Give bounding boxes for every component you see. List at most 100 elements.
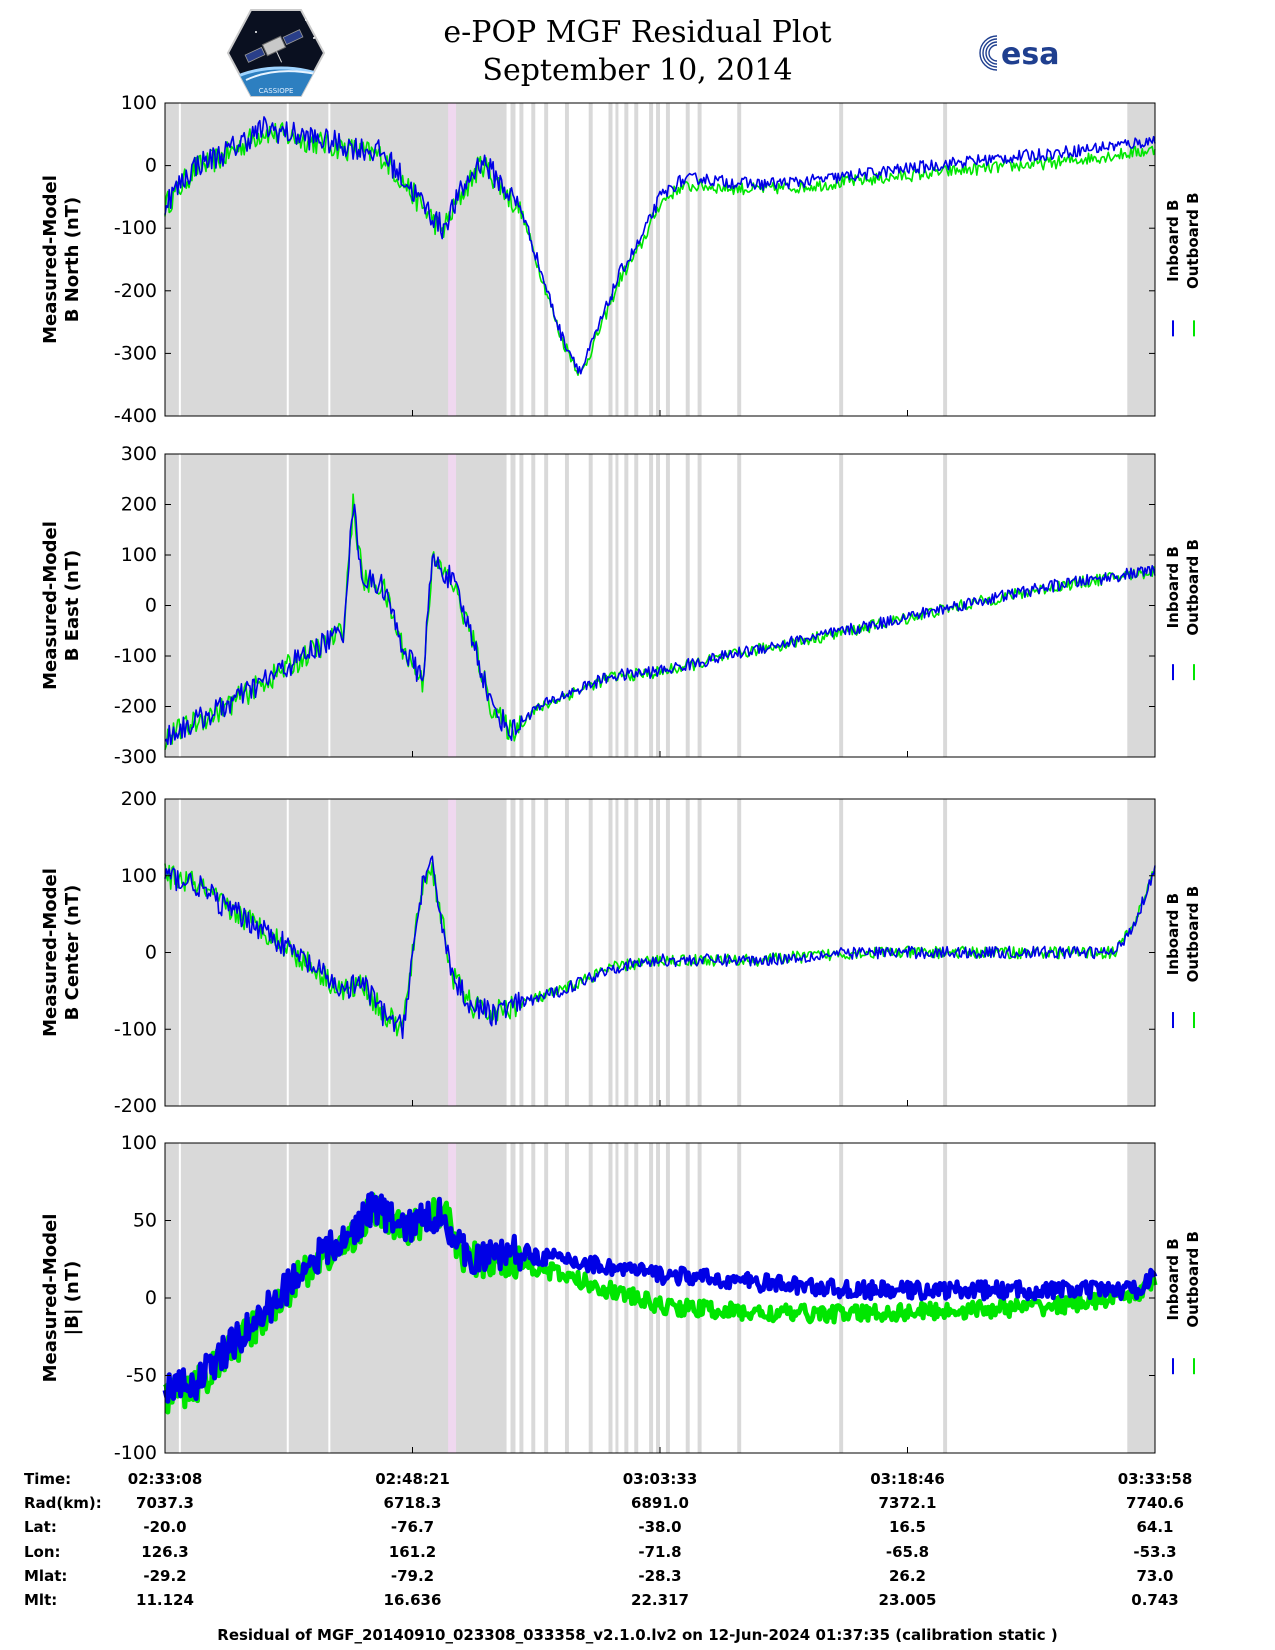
shaded-interval [697, 1143, 702, 1453]
shaded-interval [531, 1143, 536, 1453]
shaded-interval [544, 1143, 549, 1453]
info-cell: 7037.3 [136, 1494, 194, 1513]
info-cell: 64.1 [1136, 1518, 1174, 1537]
y-axis-label-line2: B East (nT) [62, 550, 83, 662]
info-cell: 03:18:46 [870, 1470, 945, 1488]
info-cell: -53.3 [1133, 1542, 1177, 1561]
shaded-interval [737, 103, 742, 416]
legend-outboard-label: Outboard B [1184, 192, 1202, 289]
shaded-interval [615, 454, 619, 757]
inboard-series-line [164, 855, 1156, 1040]
shaded-interval [656, 799, 660, 1106]
y-tick-label: -100 [114, 645, 157, 667]
y-tick-label: 100 [121, 92, 157, 114]
esa-logo-text: esa [1001, 37, 1059, 72]
info-cell: 126.3 [141, 1542, 189, 1561]
y-axis-label-line1: Measured-Model [40, 868, 61, 1037]
y-tick-label: -100 [114, 1018, 157, 1040]
y-axis-label-line1: Measured-Model [40, 1214, 61, 1383]
info-cell: 0.743 [1131, 1591, 1179, 1609]
shaded-interval [588, 454, 593, 757]
logo-left-text: CASSIOPE [259, 87, 294, 95]
info-cell: 02:33:08 [127, 1470, 203, 1488]
info-cell: 03:03:33 [622, 1470, 698, 1488]
shaded-interval [615, 799, 619, 1106]
y-tick-label: 100 [121, 865, 157, 887]
shaded-interval [665, 799, 670, 1106]
shaded-interval [697, 454, 702, 757]
info-row-label: Time: [24, 1470, 72, 1488]
shaded-interval [634, 799, 639, 1106]
info-cell: 73.0 [1136, 1566, 1174, 1585]
shaded-interval [519, 799, 524, 1106]
highlight-interval [448, 103, 457, 416]
shaded-interval [564, 799, 569, 1106]
info-cell: 6891.0 [631, 1494, 689, 1513]
esa-logo: esa [979, 35, 1059, 72]
shaded-interval [656, 454, 660, 757]
shaded-interval [634, 454, 639, 757]
shaded-interval [588, 1143, 593, 1453]
info-row-label: Mlat: [24, 1566, 68, 1585]
y-tick-label: 0 [145, 595, 157, 617]
y-tick-label: 0 [145, 942, 157, 964]
inboard-series-line [164, 116, 1156, 375]
shaded-interval [608, 799, 613, 1106]
info-cell: 03:33:58 [1117, 1470, 1193, 1488]
info-cell: -28.3 [638, 1566, 682, 1585]
shaded-interval [510, 454, 516, 757]
shaded-interval [649, 1143, 654, 1453]
shaded-interval [531, 799, 536, 1106]
shaded-interval [588, 799, 593, 1106]
info-cell: 11.124 [136, 1591, 194, 1609]
legend-inboard-label: Inboard B [1164, 893, 1182, 975]
y-tick-label: 200 [121, 494, 157, 516]
y-tick-label: -200 [114, 280, 157, 302]
shaded-interval [624, 799, 629, 1106]
info-row-label: Mlt: [24, 1591, 58, 1609]
shaded-interval [697, 799, 702, 1106]
shaded-interval [685, 103, 690, 416]
shaded-interval [608, 103, 613, 416]
y-tick-label: -200 [114, 1095, 157, 1117]
info-cell: -65.8 [885, 1542, 930, 1561]
shaded-interval [519, 1143, 524, 1453]
shaded-interval [544, 454, 549, 757]
info-cell: 16.636 [383, 1591, 442, 1609]
shaded-interval [519, 103, 524, 416]
shaded-interval [608, 454, 613, 757]
y-tick-label: -50 [126, 1365, 157, 1387]
y-tick-label: -100 [114, 217, 157, 239]
info-cell: -71.8 [638, 1542, 682, 1561]
shaded-interval [839, 454, 844, 757]
shaded-interval [588, 103, 593, 416]
inboard-series-line [164, 503, 1156, 746]
shaded-interval [544, 103, 549, 416]
info-row-label: Lon: [24, 1542, 61, 1561]
y-axis-label-line1: Measured-Model [40, 175, 61, 344]
info-cell: 22.317 [631, 1591, 689, 1609]
y-tick-label: 0 [145, 155, 157, 177]
shaded-interval [564, 1143, 569, 1453]
info-cell: 26.2 [888, 1566, 926, 1585]
legend-outboard-label: Outboard B [1184, 1231, 1202, 1328]
shaded-interval [737, 799, 742, 1106]
title-line-1: e-POP MGF Residual Plot [443, 15, 832, 50]
chart-title: e-POP MGF Residual Plot September 10, 20… [0, 14, 1275, 90]
legend-outboard-label: Outboard B [1184, 886, 1202, 983]
shaded-interval [510, 103, 516, 416]
highlight-interval [448, 1143, 457, 1453]
shaded-interval [531, 103, 536, 416]
y-tick-label: 100 [121, 1132, 157, 1154]
cassiope-logo: CASSIOPE [226, 9, 326, 97]
shaded-interval [943, 454, 948, 757]
shaded-interval [737, 454, 742, 757]
shaded-interval [665, 454, 670, 757]
info-row-label: Lat: [24, 1518, 57, 1537]
footer-caption: Residual of MGF_20140910_023308_033358_v… [217, 1626, 1058, 1644]
y-axis-label-line1: Measured-Model [40, 521, 61, 690]
outboard-series-line [162, 1192, 1158, 1415]
shaded-interval [510, 1143, 516, 1453]
shaded-interval [649, 454, 654, 757]
